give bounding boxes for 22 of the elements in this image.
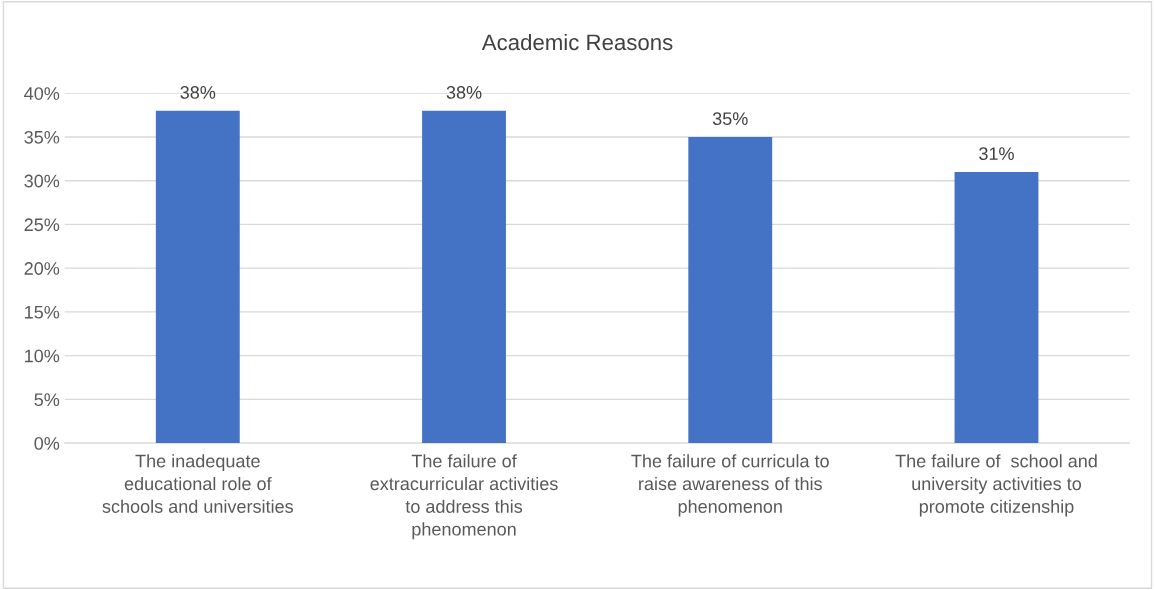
data-label: 38% [180,86,216,99]
y-tick-label: 15% [25,305,60,319]
bar [422,110,506,444]
y-tick-label: 35% [24,130,60,144]
x-tick-label: The failure of school and university activities to promote citizenship [895,454,1097,517]
y-tick-label: 30% [24,174,60,188]
data-label: 31% [979,147,1014,161]
y-tick-label: 40% [24,87,60,100]
x-tick-label: The failure of curricula to raise awareness of this phenomenon [631,454,829,517]
y-tick-label: 5% [34,393,60,407]
data-label: 38% [446,86,482,99]
y-tick-label: 0% [34,437,60,450]
bar [954,171,1039,444]
bar [688,136,773,444]
x-tick-label: The inadequate educational role of schools and universities [102,454,293,513]
y-tick-label: 20% [24,262,60,275]
data-label: 35% [712,112,748,126]
x-tick-label: The failure of extracurricular activities to address this phenomenon [370,454,558,540]
y-tick-label: 25% [24,218,60,232]
y-tick-label: 10% [25,349,60,363]
chart-title: Academic Reasons [481,33,673,51]
bar [155,110,240,444]
